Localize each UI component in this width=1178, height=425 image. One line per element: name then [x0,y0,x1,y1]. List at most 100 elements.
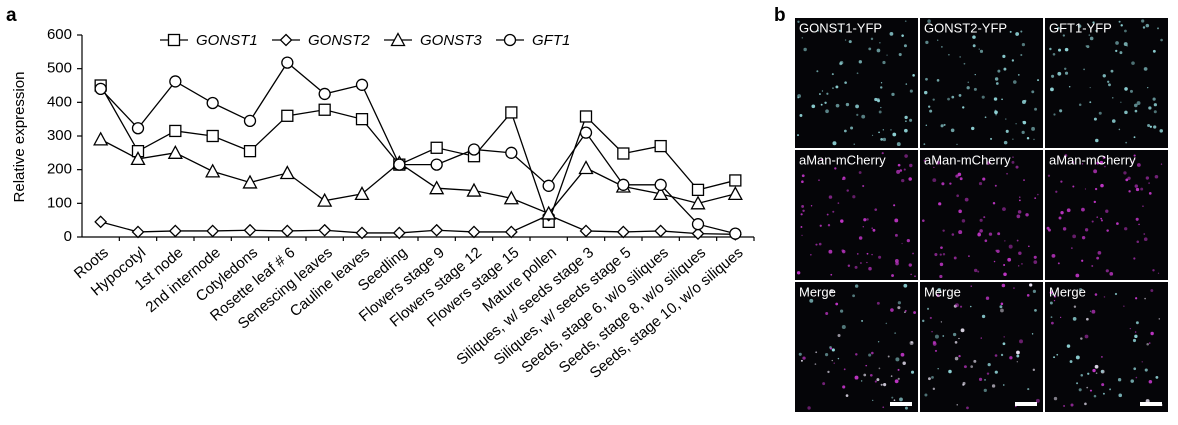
speckle [922,320,924,322]
speckle [1085,335,1089,339]
speckle [1081,208,1085,212]
speckle [863,226,864,227]
marker [430,182,443,194]
speckle [949,182,951,184]
speckle [912,74,915,77]
speckle [1103,393,1105,395]
speckle [832,73,834,75]
speckle [873,229,876,232]
speckle [880,138,883,141]
speckle [900,169,903,172]
speckle [997,232,1000,235]
speckle [1018,265,1019,266]
speckle [897,306,900,309]
speckle [995,77,998,80]
speckle [974,269,977,272]
speckle [901,179,904,182]
speckle [1146,176,1149,179]
speckle [871,254,872,255]
speckle [1090,311,1091,312]
speckle [1050,302,1053,305]
speckle [1084,403,1087,406]
speckle [1138,224,1140,226]
speckle [891,274,894,277]
speckle [995,114,996,115]
speckle [939,275,942,278]
speckle [875,380,877,382]
marker [281,35,292,46]
speckle [1080,337,1082,339]
marker [431,225,442,236]
speckle [1137,163,1141,167]
speckle [1134,136,1136,138]
micrograph-label: aMan-mCherry [799,152,886,167]
marker [133,123,144,134]
speckle [951,96,954,99]
speckle [972,35,976,39]
marker [207,131,218,142]
speckle [847,189,849,191]
speckle [1023,179,1025,181]
speckle [1059,109,1062,112]
speckle [1002,55,1005,58]
speckle [1124,30,1127,33]
speckle [897,142,901,146]
speckle [822,382,825,385]
speckle [844,81,847,84]
speckle [1153,50,1156,53]
speckle [1147,87,1148,88]
y-tick-label: 600 [47,26,72,43]
speckle [901,34,904,37]
speckle [1028,246,1030,248]
speckle [1073,317,1077,321]
speckle [962,219,965,222]
marker [245,115,256,126]
speckle [1060,211,1063,214]
speckle [1053,53,1056,56]
speckle [832,87,834,89]
speckle [848,265,850,267]
speckle [888,356,890,358]
speckle [854,144,855,145]
speckle [1104,296,1106,298]
marker [207,225,218,236]
speckle [1004,240,1005,241]
micrograph [920,150,1043,280]
speckle [905,20,907,22]
speckle [901,243,902,244]
speckle [1069,86,1070,87]
speckle [935,350,937,352]
speckle [1034,108,1037,111]
speckle [855,266,858,269]
speckle [1136,377,1138,379]
speckle [1109,388,1111,390]
speckle [1023,121,1025,123]
speckle [958,355,960,357]
speckle [1033,139,1034,140]
speckle [1081,260,1083,262]
speckle [1096,257,1099,260]
speckle [891,375,893,377]
speckle [1020,31,1022,33]
speckle [861,115,865,119]
speckle [932,178,936,182]
marker [94,133,107,145]
speckle [979,229,983,233]
speckle [1016,166,1019,169]
speckle [894,332,896,334]
speckle [912,253,914,255]
speckle [993,202,995,204]
speckle [1009,356,1012,359]
speckle [1013,287,1014,288]
speckle [927,308,929,310]
speckle [940,263,943,266]
speckle [828,250,832,254]
speckle [971,127,974,130]
marker [170,225,181,236]
speckle [956,194,959,197]
marker [245,146,256,157]
speckle [1154,110,1157,113]
speckle [821,104,823,106]
speckle [882,61,885,64]
speckle [1080,374,1083,377]
